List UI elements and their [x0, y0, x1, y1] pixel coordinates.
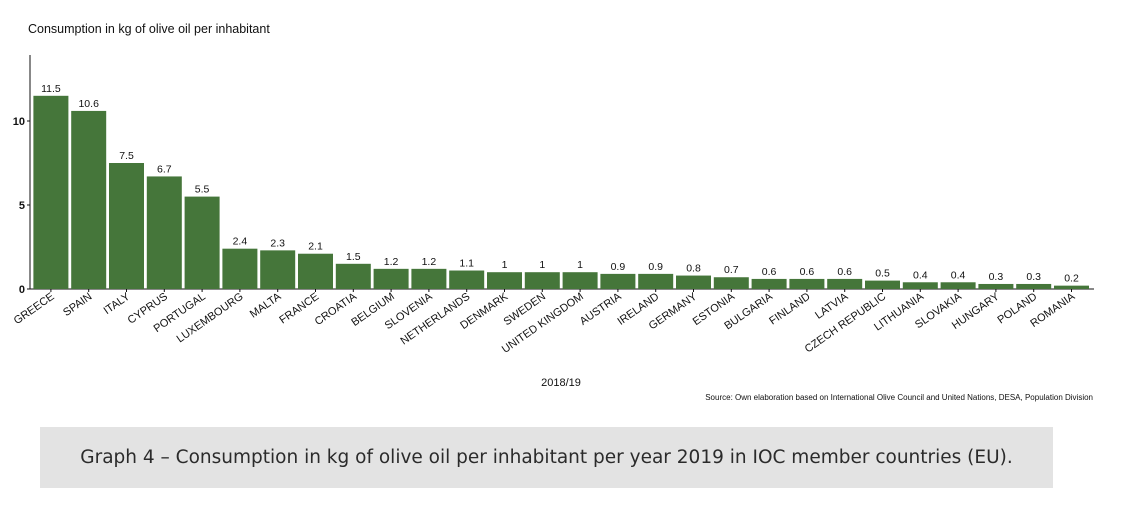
bar	[789, 278, 825, 289]
data-label: 7.5	[119, 150, 134, 162]
data-label: 1.5	[346, 251, 361, 263]
x-tick-label: ITALY	[102, 290, 133, 317]
bar	[487, 272, 522, 289]
x-tick-label: SPAIN	[61, 291, 94, 319]
data-label: 0.9	[611, 261, 626, 273]
bar	[1016, 283, 1052, 289]
bar	[940, 282, 976, 289]
data-label: 1.2	[384, 256, 399, 268]
data-label: 1.1	[459, 258, 474, 270]
data-label: 0.3	[989, 271, 1004, 283]
data-label: 1	[502, 259, 508, 271]
bar	[751, 278, 787, 289]
data-label: 0.2	[1064, 273, 1079, 285]
bar	[524, 272, 560, 289]
bar	[827, 278, 863, 289]
data-label: 2.3	[270, 237, 285, 249]
x-axis-title: 2018/19	[541, 377, 581, 389]
x-tick-label: AUSTRIA	[578, 290, 624, 328]
bar	[713, 277, 749, 289]
bar-chart: Consumption in kg of olive oil per inhab…	[12, 22, 1094, 402]
data-label: 0.4	[913, 269, 928, 281]
data-label: 0.6	[762, 266, 777, 278]
x-tick-label: GREECE	[12, 291, 57, 327]
x-tick-label: FINLAND	[767, 291, 812, 328]
data-label: 11.5	[41, 83, 61, 95]
y-tick-label: 5	[19, 200, 25, 212]
bar	[260, 250, 296, 289]
data-label: 2.4	[233, 236, 248, 248]
caption-box: Graph 4 – Consumption in kg of olive oil…	[40, 427, 1053, 488]
bar	[335, 263, 371, 289]
bar	[902, 282, 938, 289]
data-label: 0.3	[1026, 271, 1041, 283]
data-label: 0.6	[800, 266, 815, 278]
bar	[109, 163, 144, 289]
bar	[373, 268, 409, 289]
bar	[71, 110, 107, 289]
bar	[600, 273, 636, 289]
data-label: 0.7	[724, 264, 739, 276]
source-note: Source: Own elaboration based on Interna…	[705, 393, 1093, 402]
bar	[298, 253, 333, 289]
graph-caption: Graph 4 – Consumption in kg of olive oil…	[80, 447, 1013, 468]
data-label: 1	[577, 259, 583, 271]
bar	[978, 283, 1014, 289]
data-label: 0.9	[648, 261, 663, 273]
bar	[184, 196, 220, 289]
data-label: 0.4	[951, 269, 966, 281]
data-label: 0.6	[837, 266, 852, 278]
bar	[865, 280, 900, 289]
chart-title: Consumption in kg of olive oil per inhab…	[28, 22, 270, 36]
bar	[222, 248, 258, 289]
x-tick-label: LUXEMBOURG	[175, 291, 246, 346]
data-label: 1.2	[422, 256, 437, 268]
bar	[638, 273, 674, 289]
bar	[449, 270, 485, 289]
bar	[562, 272, 598, 289]
bar	[1054, 285, 1089, 289]
y-tick-label: 10	[13, 116, 25, 128]
data-label: 0.5	[875, 268, 890, 280]
data-label: 5.5	[195, 184, 210, 196]
data-label: 1	[539, 259, 545, 271]
bar	[146, 176, 182, 289]
bar	[33, 95, 69, 289]
data-label: 10.6	[78, 98, 99, 110]
y-tick-label: 0	[19, 284, 25, 296]
data-label: 2.1	[308, 241, 323, 253]
bar	[411, 268, 447, 289]
bar	[676, 275, 711, 289]
data-label: 0.8	[686, 263, 701, 275]
data-label: 6.7	[157, 163, 172, 175]
